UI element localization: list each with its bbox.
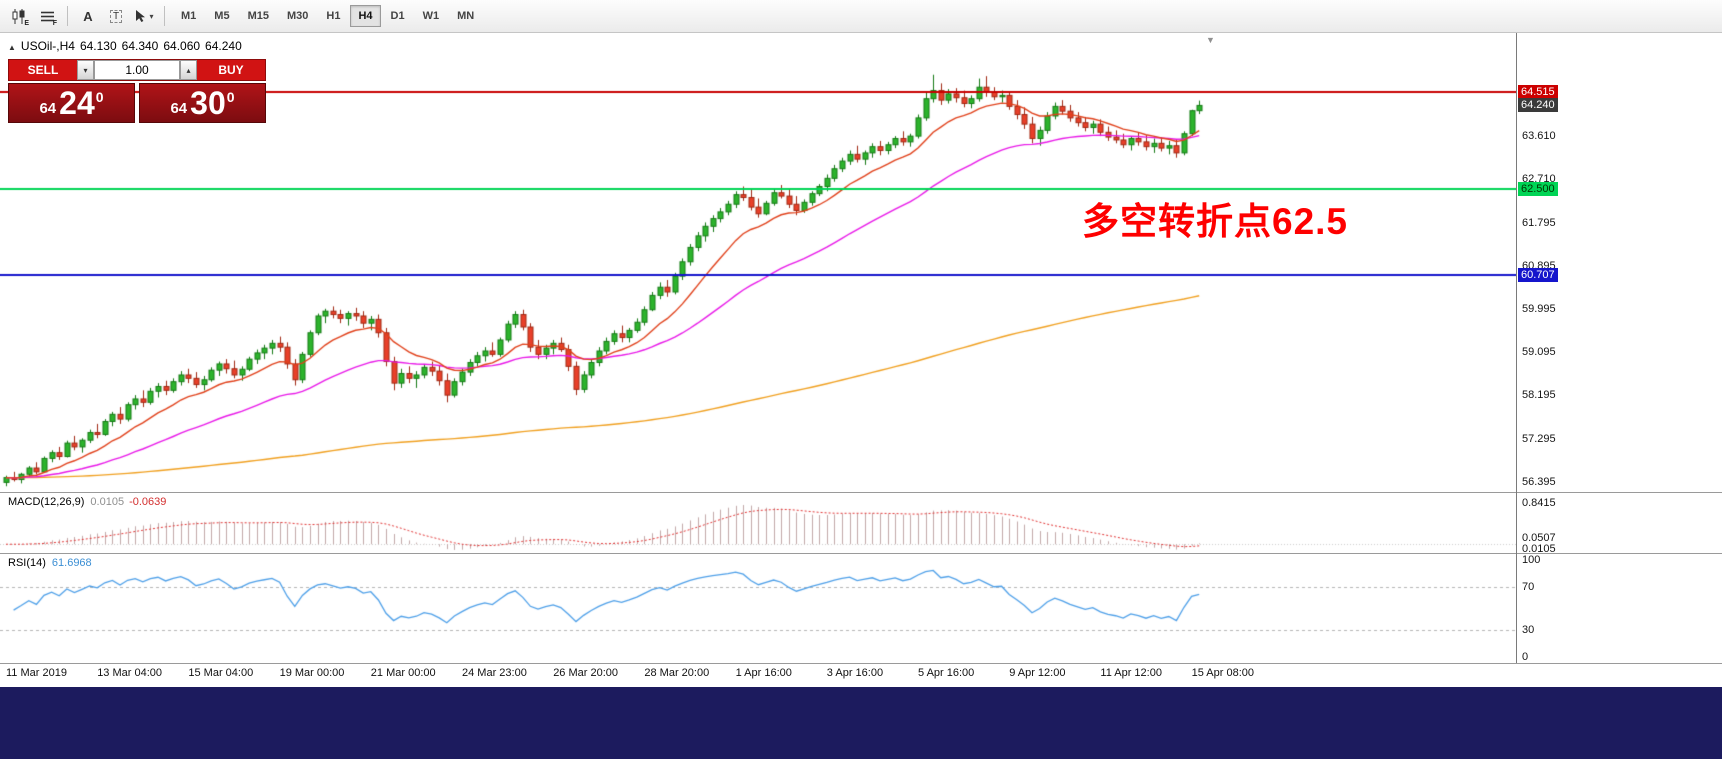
- letter-a-icon: A: [83, 8, 93, 24]
- date-axis-label: 9 Apr 12:00: [1009, 667, 1066, 679]
- chart-style-button[interactable]: E: [6, 4, 32, 28]
- date-axis-label: 19 Mar 00:00: [279, 667, 345, 679]
- price-tag-64.240: 64.240: [1518, 98, 1558, 113]
- toolbar-separator: [164, 6, 165, 26]
- bottom-bar: [0, 687, 1722, 759]
- cursor-arrow-icon: [136, 10, 146, 22]
- list-tool-button[interactable]: F: [34, 4, 60, 28]
- panel-resize-handle[interactable]: [0, 492, 1722, 493]
- quote-high: 64.340: [121, 39, 159, 53]
- rsi-title-text: RSI(14): [8, 557, 46, 569]
- chart-text-annotation: 多空转折点62.5: [1082, 201, 1349, 242]
- quote-symbol: USOil-,H4: [20, 39, 75, 53]
- timeframe-w1[interactable]: W1: [422, 10, 440, 22]
- macd-title-text: MACD(12,26,9): [8, 496, 85, 508]
- date-axis-label: 11 Apr 12:00: [1100, 667, 1162, 679]
- timeframe-d1[interactable]: D1: [390, 10, 405, 22]
- panel-resize-handle: [0, 663, 1722, 664]
- text-t-icon: T: [109, 9, 123, 23]
- price-scale[interactable]: 63.610 62.710 61.795 60.895 59.995 59.095 58.1…: [1516, 33, 1722, 663]
- date-axis-label: 3 Apr 16:00: [826, 667, 884, 679]
- buy-price-display[interactable]: 64 30 0: [139, 83, 266, 123]
- timeframe-m15[interactable]: M15: [247, 10, 269, 22]
- price-scale-label: 61.795: [1522, 216, 1556, 229]
- timeframe-group: M1 M5 M15 M30 H1 H4 D1 W1 MN: [172, 5, 483, 27]
- date-axis-label: 1 Apr 16:00: [735, 667, 792, 679]
- price-tag-60.707: 60.707: [1518, 267, 1558, 282]
- date-axis-label: 24 Mar 23:00: [462, 667, 527, 679]
- lines-icon: [40, 11, 54, 21]
- price-scale-border: [1516, 33, 1517, 663]
- macd-scale-label: 0.0105: [1522, 542, 1556, 555]
- price-scale-label: 59.995: [1522, 303, 1556, 316]
- macd-main-value: 0.0105: [90, 496, 125, 508]
- timeframe-m30[interactable]: M30: [286, 10, 309, 22]
- text-tool-button[interactable]: T: [103, 4, 129, 28]
- volume-decrease-button[interactable]: ▾: [77, 60, 94, 80]
- macd-indicator-canvas[interactable]: [0, 493, 1516, 553]
- volume-input[interactable]: [94, 60, 180, 80]
- symbol-up-marker-icon: ▲: [8, 43, 16, 52]
- macd-scale-label: 0.8415: [1522, 497, 1556, 510]
- chevron-down-icon: ▾: [149, 11, 154, 21]
- volume-increase-button[interactable]: ▴: [180, 60, 197, 80]
- timeframe-h4[interactable]: H4: [350, 5, 381, 27]
- sell-price-prefix: 64: [39, 99, 57, 117]
- quote-header: ▲ USOil-,H4 64.130 64.340 64.060 64.240: [8, 39, 247, 53]
- label-tool-button[interactable]: A: [75, 4, 101, 28]
- panel-resize-handle[interactable]: [0, 553, 1722, 554]
- date-axis-label: 28 Mar 20:00: [644, 667, 710, 679]
- buy-price-big: 30: [190, 85, 226, 121]
- rsi-label: RSI(14) 61.6968: [8, 557, 92, 569]
- chart-shift-marker-icon[interactable]: ▼: [1206, 35, 1215, 45]
- sell-price-superscript: 0: [95, 89, 104, 105]
- sell-price-display[interactable]: 64 24 0: [8, 83, 135, 123]
- price-tag-62.500: 62.500: [1518, 181, 1558, 196]
- rsi-value: 61.6968: [51, 557, 92, 569]
- macd-label: MACD(12,26,9) 0.0105 -0.0639: [8, 496, 166, 508]
- rsi-scale-label: 0: [1522, 651, 1529, 663]
- date-axis-label: 13 Mar 04:00: [97, 667, 163, 679]
- timeframe-mn[interactable]: MN: [457, 10, 475, 22]
- subscript-e-label: E: [24, 20, 29, 27]
- quote-open: 64.130: [79, 39, 117, 53]
- buy-price-prefix: 64: [170, 99, 188, 117]
- date-axis-label: 15 Mar 04:00: [188, 667, 254, 679]
- sell-price-big: 24: [59, 85, 95, 121]
- price-scale-label: 56.395: [1522, 475, 1556, 488]
- price-scale-label: 58.195: [1522, 389, 1556, 402]
- quote-close: 64.240: [205, 39, 242, 53]
- buy-price-superscript: 0: [226, 89, 235, 105]
- price-scale-label: 62.710: [1522, 172, 1556, 185]
- quote-low: 64.060: [163, 39, 201, 53]
- rsi-scale-label: 100: [1522, 554, 1541, 566]
- timeframe-m5[interactable]: M5: [214, 10, 230, 22]
- chart-window: 63.610 62.710 61.795 60.895 59.995 59.095 58.1…: [0, 33, 1722, 687]
- date-axis-label: 15 Apr 08:00: [1191, 667, 1254, 679]
- date-axis-label: 5 Apr 16:00: [918, 667, 975, 679]
- rsi-scale-label: 30: [1522, 624, 1535, 637]
- price-scale-label: 63.610: [1522, 129, 1556, 142]
- subscript-f-label: F: [52, 20, 57, 27]
- timeframe-m1[interactable]: M1: [181, 10, 197, 22]
- date-axis-label: 11 Mar 2019: [6, 667, 67, 679]
- buy-button[interactable]: BUY: [218, 63, 244, 77]
- candlestick-icon: [12, 8, 25, 24]
- price-scale-label: 59.095: [1522, 346, 1556, 359]
- macd-signal-value: -0.0639: [129, 496, 167, 508]
- toolbar: E F A T ▾ M1 M5 M15 M30 H1 H4 D1 W1 MN: [0, 0, 1722, 33]
- cursor-tool-button[interactable]: ▾: [131, 4, 157, 28]
- date-axis-label: 26 Mar 20:00: [553, 667, 619, 679]
- macd-scale-label: 0.0507: [1522, 531, 1556, 544]
- rsi-scale-label: 70: [1522, 580, 1535, 593]
- date-axis-label: 21 Mar 00:00: [370, 667, 436, 679]
- price-scale-label: 57.295: [1522, 432, 1556, 445]
- timeframe-h1[interactable]: H1: [326, 10, 341, 22]
- sell-button[interactable]: SELL: [27, 63, 59, 77]
- price-tag-64.515: 64.515: [1518, 85, 1558, 100]
- rsi-indicator-canvas[interactable]: [0, 554, 1516, 663]
- toolbar-separator: [67, 6, 68, 26]
